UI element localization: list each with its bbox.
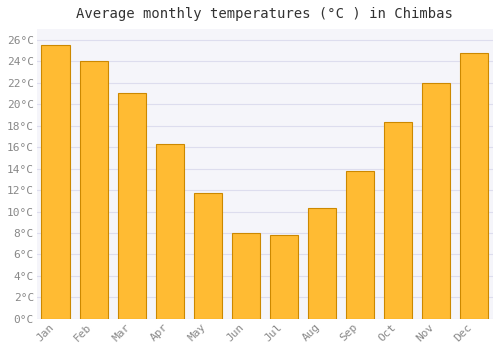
Bar: [422, 83, 450, 319]
Bar: [194, 193, 222, 319]
Bar: [384, 122, 412, 319]
Bar: [308, 208, 336, 319]
Bar: [232, 233, 260, 319]
Bar: [118, 93, 146, 319]
Bar: [346, 171, 374, 319]
Bar: [156, 144, 184, 319]
Bar: [42, 45, 70, 319]
Bar: [270, 235, 298, 319]
Title: Average monthly temperatures (°C ) in Chimbas: Average monthly temperatures (°C ) in Ch…: [76, 7, 454, 21]
Bar: [460, 52, 488, 319]
Bar: [80, 61, 108, 319]
